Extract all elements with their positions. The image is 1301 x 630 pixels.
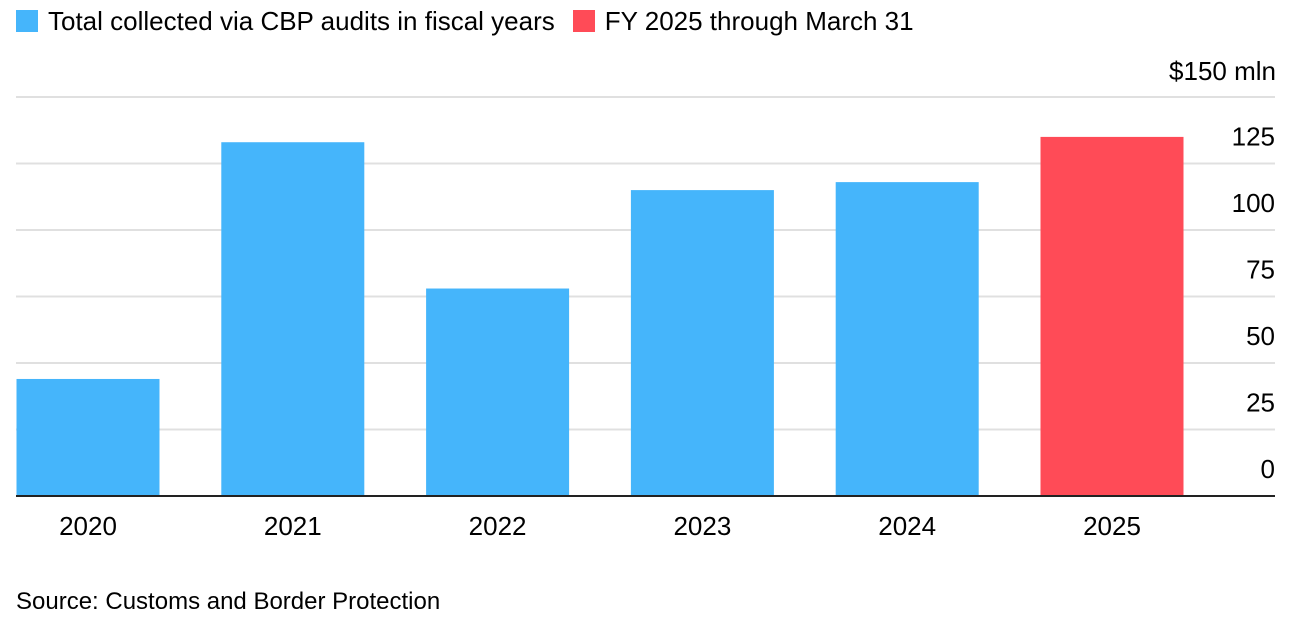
y-tick-label-100: 100 [1232, 188, 1275, 218]
x-tick-label-2024: 2024 [878, 511, 936, 541]
source-note: Source: Customs and Border Protection [16, 588, 441, 615]
legend-swatch-blue [16, 10, 38, 32]
bar-2020 [16, 378, 160, 496]
y-tick-label-0: 0 [1261, 454, 1275, 484]
legend-swatch-red [572, 10, 595, 32]
bar-2021 [221, 142, 365, 496]
x-tick-label-2025: 2025 [1083, 511, 1141, 541]
y-tick-label-75: 75 [1246, 255, 1275, 285]
x-tick-label-2023: 2023 [673, 511, 731, 541]
y-tick-label-25: 25 [1246, 388, 1275, 418]
x-tick-label-2021: 2021 [264, 511, 322, 541]
x-tick-label-2020: 2020 [59, 511, 117, 541]
x-tick-label-2022: 2022 [469, 511, 527, 541]
y-tick-label-125: 125 [1232, 122, 1275, 152]
y-axis-unit-label: $150 mln [1169, 56, 1276, 86]
legend-label-fiscal-years: Total collected via CBP audits in fiscal… [48, 5, 555, 36]
y-tick-labels: 0 25 50 75 100 125 [1232, 122, 1275, 485]
bar-2025 [1040, 136, 1184, 496]
bars [16, 136, 1275, 497]
legend-label-fy2025: FY 2025 through March 31 [604, 5, 914, 36]
bar-2022 [426, 288, 570, 496]
bar-2024 [835, 182, 979, 496]
legend-item-fy2025: FY 2025 through March 31 [572, 5, 914, 37]
legend: Total collected via CBP audits in fiscal… [16, 4, 932, 38]
x-tick-labels: 2020 2021 2022 2023 2024 2025 [59, 511, 1141, 541]
bar-2023 [630, 190, 774, 496]
y-tick-label-50: 50 [1246, 321, 1275, 351]
legend-item-fiscal-years: Total collected via CBP audits in fiscal… [16, 6, 555, 37]
